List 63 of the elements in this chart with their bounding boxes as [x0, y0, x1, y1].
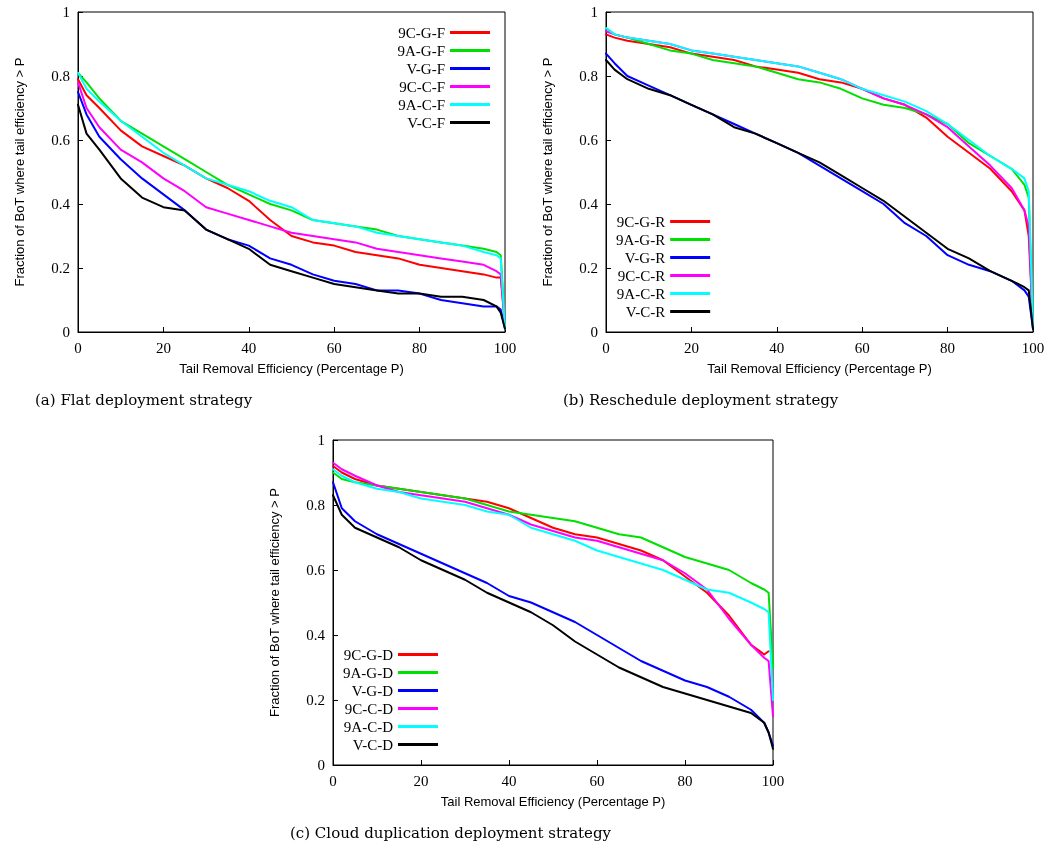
y-tick-label: 0.4	[51, 196, 71, 212]
y-tick-label: 1	[62, 4, 70, 20]
legend-label: V-G-R	[624, 249, 666, 266]
y-tick-label: 0	[317, 757, 325, 773]
x-tick-label: 80	[940, 339, 956, 356]
legend-label: V-G-F	[406, 60, 445, 77]
x-tick-label: 20	[155, 339, 171, 356]
legend-label: 9C-G-D	[343, 646, 394, 663]
y-tick-label: 0.4	[579, 196, 599, 212]
legend-label: 9A-C-D	[343, 718, 394, 735]
y-axis-title: Fraction of BoT where tail efficiency > P	[540, 57, 555, 287]
legend-label: V-C-D	[352, 736, 394, 753]
x-tick-label: 40	[241, 339, 257, 356]
y-tick-label: 0.2	[51, 260, 70, 276]
y-axis-title: Fraction of BoT where tail efficiency > P	[267, 488, 282, 717]
legend-label: 9C-C-D	[344, 700, 394, 717]
y-tick-label: 0.2	[579, 260, 598, 276]
x-tick-label: 100	[1021, 339, 1045, 356]
y-tick-label: 0.6	[579, 132, 599, 148]
y-tick-label: 0.4	[306, 627, 326, 643]
y-tick-label: 0	[62, 324, 70, 340]
x-tick-label: 80	[677, 772, 693, 789]
x-tick-label: 40	[501, 772, 517, 789]
legend-label: 9C-G-R	[616, 213, 666, 230]
legend-label: 9C-G-F	[398, 24, 445, 41]
legend-label: 9C-C-R	[617, 267, 666, 284]
x-tick-label: 60	[589, 772, 605, 789]
legend-label: V-G-D	[351, 682, 394, 699]
legend-label: 9A-G-F	[397, 42, 445, 59]
text: (b) Reschedule deployment strategy	[563, 390, 839, 409]
x-tick-label: 0	[329, 772, 337, 789]
text: (c) Cloud duplication deployment strategy	[290, 823, 612, 842]
x-axis-title: Tail Removal Efficiency (Percentage P)	[179, 361, 404, 376]
x-tick-label: 40	[769, 339, 785, 356]
legend-label: 9A-G-D	[342, 664, 394, 681]
legend-label: V-C-F	[407, 114, 445, 131]
x-tick-label: 80	[412, 339, 428, 356]
legend-label: 9A-C-R	[616, 285, 666, 302]
text: (a) Flat deployment strategy	[35, 390, 253, 409]
x-axis-title: Tail Removal Efficiency (Percentage P)	[707, 361, 932, 376]
legend-label: V-C-R	[625, 303, 666, 320]
x-tick-label: 20	[413, 772, 429, 789]
y-tick-label: 0.2	[306, 692, 325, 708]
y-tick-label: 0.8	[306, 497, 325, 513]
y-tick-label: 0.8	[51, 68, 70, 84]
x-tick-label: 0	[74, 339, 82, 356]
y-tick-label: 1	[590, 4, 598, 20]
legend-label: 9A-C-F	[398, 96, 445, 113]
y-tick-label: 0	[590, 324, 598, 340]
x-tick-label: 0	[602, 339, 610, 356]
x-tick-label: 100	[493, 339, 517, 356]
y-tick-label: 0.6	[306, 562, 326, 578]
y-axis-title: Fraction of BoT where tail efficiency > P	[12, 57, 27, 287]
y-tick-label: 1	[317, 432, 325, 448]
x-tick-label: 60	[326, 339, 342, 356]
y-tick-label: 0.6	[51, 132, 71, 148]
y-tick-label: 0.8	[579, 68, 598, 84]
legend-label: 9A-G-R	[615, 231, 666, 248]
x-tick-label: 60	[854, 339, 870, 356]
x-tick-label: 100	[761, 772, 785, 789]
x-axis-title: Tail Removal Efficiency (Percentage P)	[440, 794, 666, 809]
legend-label: 9C-C-F	[399, 78, 445, 95]
x-tick-label: 20	[683, 339, 699, 356]
